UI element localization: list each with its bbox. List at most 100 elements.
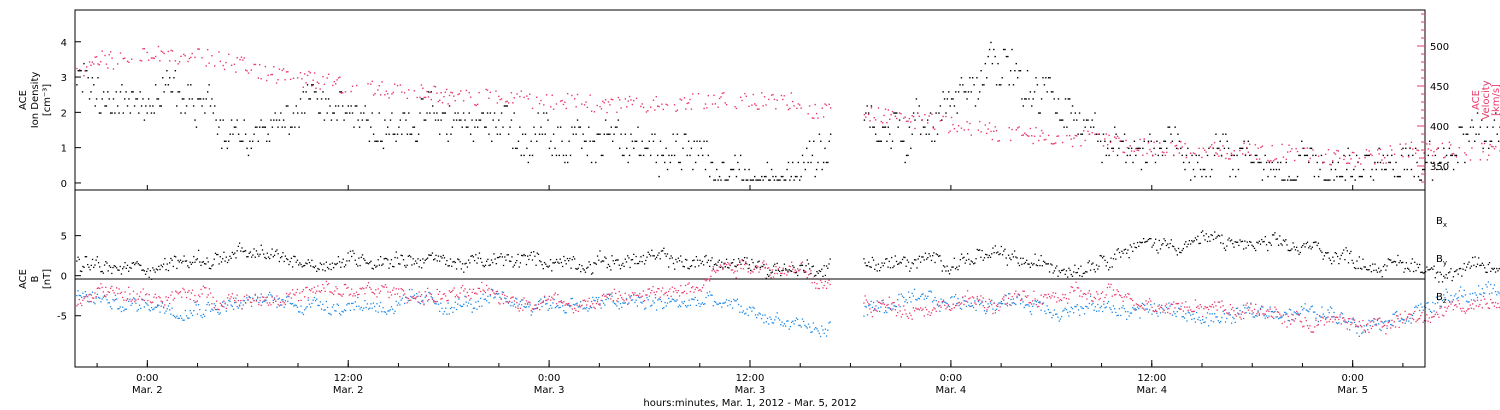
velocity-point [685, 108, 687, 110]
b-by-point [1300, 305, 1303, 308]
b-by-point [371, 307, 373, 309]
velocity-point [970, 134, 972, 136]
density-point [1047, 77, 1050, 79]
density-point [953, 105, 956, 107]
density-point [1475, 133, 1477, 135]
density-point [775, 175, 777, 178]
b-bz-point [646, 294, 648, 296]
b-bx-point [297, 264, 300, 266]
b-by-point [797, 318, 799, 321]
density-point [941, 119, 943, 121]
velocity-point [152, 57, 154, 59]
b-by-point [183, 319, 185, 321]
density-point [808, 140, 811, 142]
b-bz-point [381, 285, 383, 287]
b-bx-point [370, 260, 372, 262]
velocity-point [1458, 147, 1460, 149]
b-bz-point [263, 296, 265, 298]
density-point [824, 147, 826, 150]
b-bx-point [355, 263, 358, 265]
b-by-point [135, 302, 137, 304]
b-by-point [295, 304, 297, 307]
density-point [1097, 140, 1099, 142]
b-bz-point [672, 291, 675, 293]
b-bz-point [547, 298, 549, 300]
velocity-point [433, 85, 435, 88]
b-by-point [164, 312, 166, 314]
b-by-point [469, 299, 471, 301]
b-by-point [100, 301, 102, 303]
b-bx-point [1068, 267, 1070, 269]
density-point [346, 112, 348, 114]
b-bx-point [326, 266, 329, 269]
b-bz-point [297, 299, 300, 302]
b-by-point [542, 301, 544, 303]
velocity-point [1181, 146, 1183, 148]
b-bz-point [276, 295, 278, 297]
density-point [619, 147, 621, 150]
b-bx-point [1473, 264, 1475, 266]
b-bx-point [1041, 265, 1043, 267]
b-bx-point [480, 257, 482, 260]
velocity-point [174, 60, 177, 62]
density-point [1050, 91, 1053, 93]
b-bx-point [750, 269, 752, 272]
b-bx-point [290, 257, 293, 259]
b-bz-point [76, 305, 78, 307]
velocity-point [1043, 139, 1046, 141]
b-by-point [249, 296, 252, 299]
density-point [551, 154, 553, 157]
b-by-point [1253, 316, 1256, 318]
b-bz-point [288, 293, 290, 296]
b-by-point [686, 306, 688, 308]
velocity-point [1261, 145, 1264, 147]
density-point [93, 84, 95, 86]
density-point [337, 105, 340, 107]
density-point [980, 70, 982, 72]
b-by-point [458, 298, 460, 300]
b-bz-point [125, 299, 127, 302]
b-bx-point [745, 262, 747, 264]
b-by-point [725, 299, 728, 301]
density-point [654, 133, 656, 135]
b-bx-point [210, 267, 212, 270]
density-point [761, 175, 763, 178]
velocity-point [543, 104, 545, 106]
b-bx-point [1242, 248, 1245, 250]
b-bx-point [507, 254, 510, 256]
b-by-point [1485, 283, 1487, 286]
b-bx-point [505, 259, 507, 261]
b-bx-point [1000, 245, 1003, 248]
b-bz-point [588, 297, 590, 299]
b-bx-point [964, 262, 966, 264]
b-bx-point [357, 265, 359, 267]
b-bz-point [187, 291, 189, 294]
b-by-point [1421, 306, 1423, 308]
b-by-point [1252, 316, 1254, 318]
b-by-point [323, 309, 325, 311]
b-bx-point [665, 255, 667, 257]
density-point [561, 140, 563, 142]
b-by-point [463, 303, 465, 305]
density-point [1021, 98, 1023, 100]
b-bz-point [330, 291, 332, 293]
velocity-point [725, 103, 728, 106]
b-by-point [775, 316, 777, 318]
density-point [1495, 112, 1497, 114]
b-bz-point [551, 296, 553, 298]
b-bx-point [416, 262, 418, 264]
b-bz-point [405, 296, 407, 298]
b-by-point [1283, 311, 1286, 313]
density-point [1292, 179, 1295, 181]
density-point [216, 133, 219, 135]
density-point [664, 161, 666, 164]
b-by-point [343, 309, 346, 311]
density-point [1211, 168, 1213, 171]
b-bx-point [230, 257, 232, 259]
b-bz-point [237, 299, 240, 302]
b-bz-point [665, 291, 667, 294]
velocity-point [1431, 154, 1434, 157]
b-by-point [771, 322, 773, 324]
b-bx-point [711, 257, 713, 259]
density-point [1403, 168, 1406, 171]
